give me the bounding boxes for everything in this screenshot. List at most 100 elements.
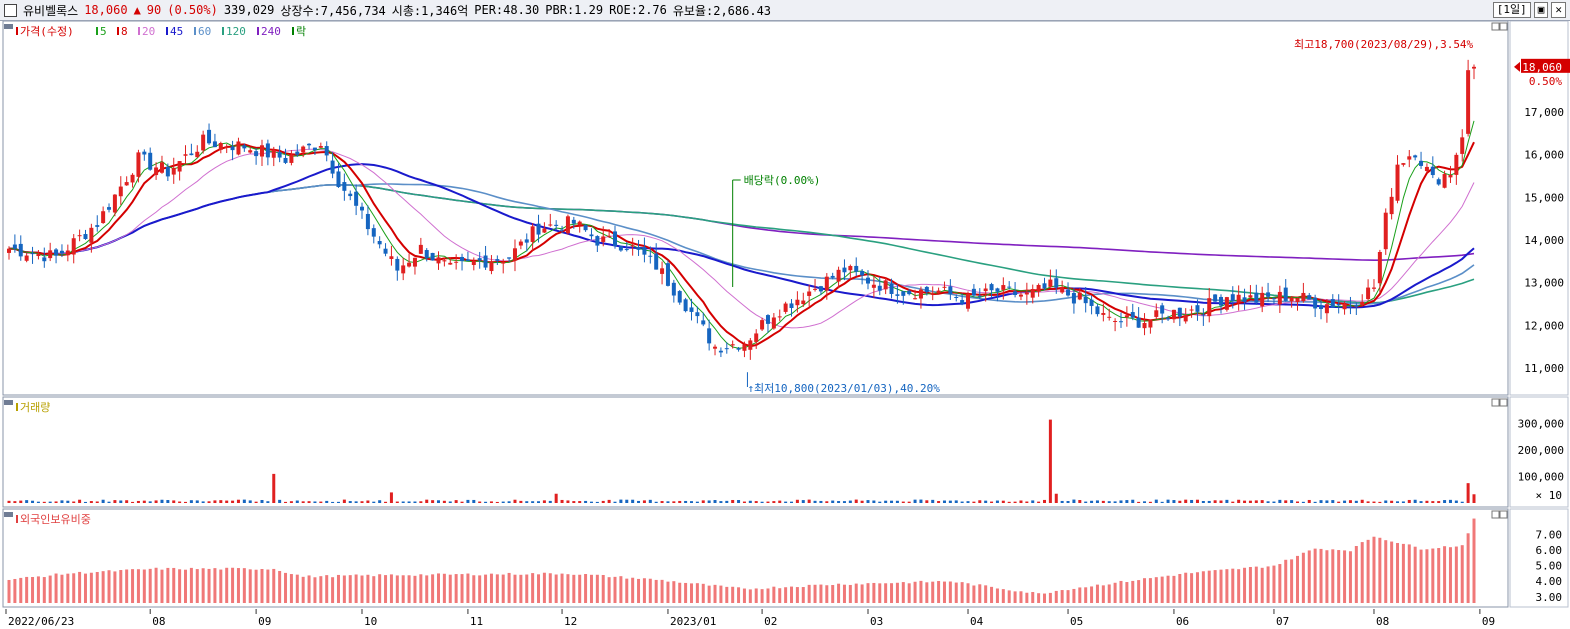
foreign-panel-maximize-icon[interactable] [1499, 510, 1508, 519]
volume-bar [1119, 500, 1123, 503]
current-pct-label: 0.50% [1529, 75, 1562, 88]
candle-body [1083, 296, 1088, 304]
foreign-bar [1354, 546, 1358, 603]
foreign-bar [148, 568, 152, 603]
volume-bar [954, 500, 958, 503]
volume-bar [266, 501, 270, 503]
foreign-bar [348, 575, 352, 603]
candle-body [724, 348, 729, 350]
candle-body [1424, 166, 1429, 172]
volume-bar [19, 500, 23, 503]
foreign-panel-minimize-icon[interactable] [1491, 510, 1500, 519]
foreign-bar [260, 569, 264, 603]
volume-panel-maximize-icon[interactable] [1499, 398, 1508, 407]
volume-bar [1378, 501, 1382, 503]
foreign-bar [631, 577, 635, 603]
candle-body [418, 244, 423, 254]
maximize-icon[interactable]: ▣ [1533, 2, 1549, 18]
x-tick-label: 11 [470, 615, 483, 628]
volume-bar [1437, 501, 1441, 503]
candle-body [1177, 307, 1182, 317]
stock-name: 유비벨록스 [23, 3, 79, 18]
foreign-legend: 외국인보유비중 [20, 513, 91, 526]
price-panel-minimize-icon[interactable] [1491, 22, 1500, 31]
candle-body [771, 317, 776, 329]
legend-mark [257, 27, 259, 35]
volume-bar [942, 500, 946, 503]
foreign-bar [584, 574, 588, 603]
candle-body [607, 235, 612, 237]
low-annotation: ↑최저10,800(2023/01/03),40.20% [747, 382, 940, 395]
foreign-bar [442, 573, 446, 603]
candle-body [348, 193, 353, 197]
foreign-bar [642, 578, 646, 603]
foreign-bar [1313, 548, 1317, 603]
candle-body [224, 146, 229, 148]
close-icon[interactable]: ✕ [1551, 2, 1566, 18]
volume-bar [1460, 501, 1464, 503]
candle-body [530, 226, 535, 242]
candle-body [442, 260, 447, 262]
price-y-tick: 11,000 [1524, 362, 1564, 375]
candle-body [1360, 301, 1365, 306]
foreign-bar [195, 569, 199, 603]
volume-bar [890, 500, 894, 503]
candle-body [1013, 291, 1018, 295]
volume-bar [584, 500, 588, 503]
foreign-bar [1343, 550, 1347, 603]
volume-bar [72, 501, 76, 503]
candle-body [471, 260, 476, 265]
volume-bar [166, 500, 170, 503]
foreign-bar [1448, 547, 1452, 603]
foreign-bar [295, 574, 299, 603]
legend-mark [194, 27, 196, 35]
candle-body [1089, 299, 1094, 306]
volume-bar [548, 500, 552, 503]
foreign-bar [742, 588, 746, 603]
volume-bar [1290, 500, 1294, 503]
foreign-bar [695, 583, 699, 603]
volume-bar [95, 501, 99, 503]
foreign-bar [1048, 592, 1052, 603]
volume-bar [342, 499, 346, 503]
candle-body [613, 231, 618, 247]
candle-body [683, 299, 688, 312]
volume-bar [860, 500, 864, 503]
foreign-bar [831, 585, 835, 603]
volume-bar [284, 501, 288, 503]
foreign-bar [1160, 576, 1164, 603]
volume-bar [1448, 499, 1452, 503]
candle-body [554, 224, 559, 226]
price-panel-handle-icon [4, 24, 13, 29]
price-panel-maximize-icon[interactable] [1499, 22, 1508, 31]
volume-panel-minimize-icon[interactable] [1491, 398, 1500, 407]
foreign-bar [142, 569, 146, 603]
volume-bar [1225, 499, 1229, 503]
candle-body [77, 235, 82, 237]
foreign-bar [472, 575, 476, 603]
foreign-bar [795, 587, 799, 603]
ma-20-line [9, 148, 1475, 329]
volume-bar [689, 501, 693, 503]
candle-body [736, 348, 741, 350]
foreign-bar [513, 574, 517, 603]
candle-body [71, 238, 76, 255]
candle-body [848, 265, 853, 271]
volume-bar [1319, 500, 1323, 503]
foreign-bar [942, 581, 946, 603]
foreign-bar [1007, 590, 1011, 603]
checkbox[interactable] [4, 3, 17, 17]
foreign-bar [766, 588, 770, 603]
foreign-bar [1090, 586, 1094, 603]
candle-body [707, 328, 712, 344]
candle-body [1448, 175, 1453, 178]
volume-bar [1431, 501, 1435, 503]
candle-body [7, 248, 11, 253]
candle-body [24, 255, 29, 261]
foreign-bar [1125, 582, 1129, 603]
volume-bar [760, 501, 764, 503]
period-button[interactable]: [1일] [1492, 2, 1531, 18]
candle-body [1142, 322, 1147, 329]
stock-chart[interactable]: 최고18,700(2023/08/29),3.54% ↑최저10,800(2023… [0, 21, 1570, 629]
volume-bar [701, 500, 705, 503]
